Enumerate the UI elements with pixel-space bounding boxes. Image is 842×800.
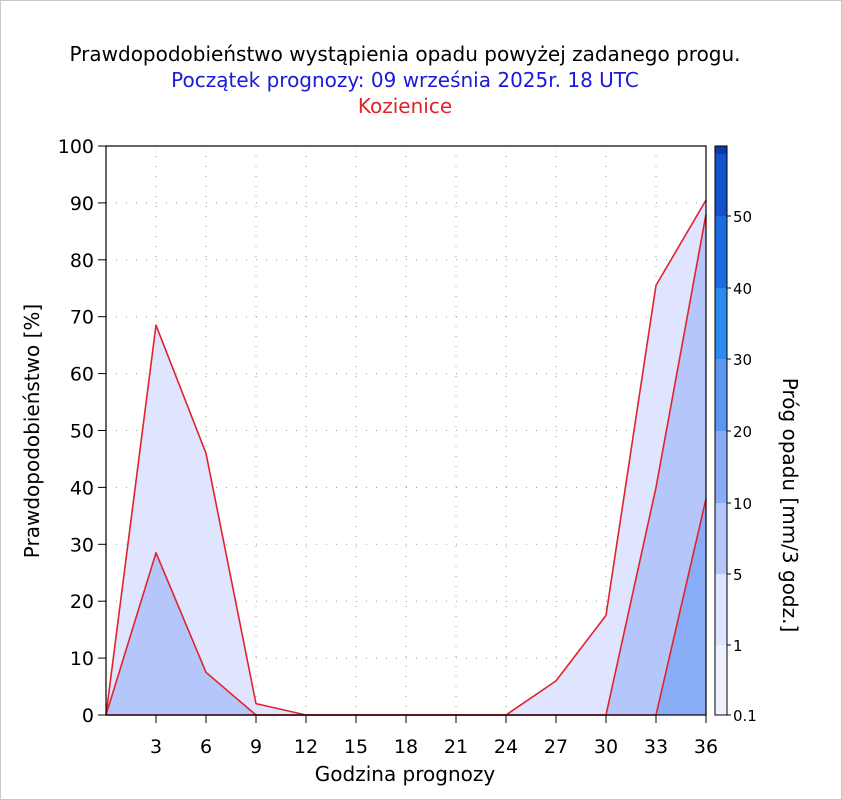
colorbar-tick-label: 1: [733, 637, 743, 655]
chart-title: Prawdopodobieństwo wystąpienia opadu pow…: [69, 42, 741, 66]
colorbar-tick-label: 40: [733, 280, 752, 298]
y-tick-label: 70: [70, 307, 94, 329]
y-tick-label: 10: [70, 648, 94, 670]
x-tick-label: 33: [644, 736, 668, 758]
colorbar-tick-label: 10: [733, 495, 752, 513]
colorbar-segment: [715, 146, 727, 154]
colorbar-tick-label: 5: [733, 566, 743, 584]
y-tick-label: 90: [70, 193, 94, 215]
x-tick-label: 3: [150, 736, 162, 758]
colorbar-segment: [715, 645, 727, 715]
chart-subtitle: Początek prognozy: 09 września 2025r. 18…: [171, 68, 639, 92]
threshold-colorbar: 0.1 1 5 10 20 30 40 50: [714, 145, 757, 725]
x-tick-label: 15: [344, 736, 368, 758]
y-tick-label: 80: [70, 250, 94, 272]
colorbar-tick-label: 20: [733, 423, 752, 441]
area-threshold-1: [106, 214, 706, 716]
y-tick-label: 40: [70, 477, 94, 499]
colorbar-label: Próg opadu [mm/3 godz.]: [778, 378, 802, 633]
y-axis-ticks: 0 10 20 30 40 50 60 70 80 90 100: [58, 136, 106, 727]
area-threshold-0.1: [106, 200, 706, 716]
chart-location: Kozienice: [357, 94, 453, 118]
x-tick-label: 18: [394, 736, 418, 758]
colorbar-segment: [715, 146, 727, 216]
x-tick-label: 12: [294, 736, 318, 758]
colorbar-segment: [715, 431, 727, 503]
colorbar-tick-label: 50: [733, 208, 752, 226]
colorbar-segment: [715, 288, 727, 359]
probability-areas: [105, 199, 707, 716]
y-tick-label: 20: [70, 591, 94, 613]
y-tick-label: 0: [82, 705, 94, 727]
colorbar-tick-label: 0.1: [733, 707, 757, 725]
y-tick-label: 100: [58, 136, 94, 158]
y-tick-label: 50: [70, 421, 94, 443]
x-tick-label: 36: [694, 736, 718, 758]
colorbar-segment: [715, 574, 727, 645]
x-tick-label: 24: [494, 736, 518, 758]
colorbar-segment: [715, 359, 727, 431]
y-tick-label: 60: [70, 364, 94, 386]
x-tick-label: 21: [444, 736, 468, 758]
colorbar-segment: [715, 503, 727, 574]
x-tick-label: 27: [544, 736, 568, 758]
y-tick-label: 30: [70, 534, 94, 556]
y-axis-label: Prawdopodobieństwo [%]: [20, 304, 44, 558]
x-tick-label: 6: [200, 736, 212, 758]
x-tick-label: 9: [250, 736, 262, 758]
x-axis-label: Godzina prognozy: [315, 762, 496, 786]
colorbar-tick-label: 30: [733, 351, 752, 369]
x-tick-label: 30: [594, 736, 618, 758]
x-axis-ticks: 3 6 9 12 15 18 21 24 27 30 33 36: [150, 715, 718, 758]
colorbar-segment: [715, 216, 727, 288]
